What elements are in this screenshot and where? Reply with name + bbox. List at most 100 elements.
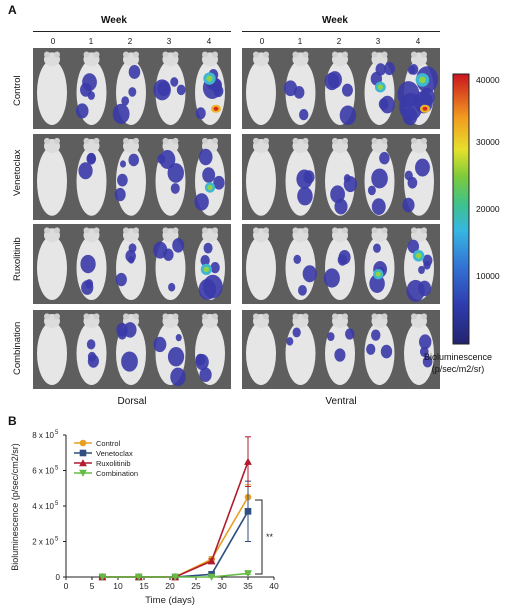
signal-blob [418,265,425,275]
y-tick-exponent: 5 [55,430,59,436]
mouse-image [323,227,355,300]
data-point-venetoclax [244,508,252,515]
signal-blob [86,339,96,350]
legend-marker-combination [79,469,87,477]
x-tick-label: 0 [64,581,69,591]
mouse-image [404,313,434,386]
week-heading-dorsal: Week [101,15,127,26]
signal-blob [86,152,97,165]
legend-label-venetoclax: Venetoclax [96,449,133,458]
signal-blob [157,81,170,97]
data-point-combination [207,573,216,581]
signal-blob [203,242,213,254]
mouse-image [195,51,225,125]
signal-blob [286,337,294,346]
mouse-image [285,137,316,216]
signal-blob [175,334,182,342]
signal-hotspot [375,271,381,277]
significance-bracket [255,499,263,575]
signal-blob [371,168,388,189]
mouse-image [76,313,107,386]
view-label-ventral: Ventral [325,396,357,407]
signal-blob [345,328,355,340]
mouse-image [284,51,316,125]
signal-blob [153,336,167,353]
colorbar-title: Bioluminescence (p/sec/m2/sr) [398,351,518,375]
signal-blob [85,279,94,289]
signal-blob [202,167,216,183]
signal-blob [194,193,209,211]
week-number-ventral: 0 [259,37,265,46]
imaging-block-combination-ventral [242,310,440,389]
data-point-combination [134,573,143,581]
week-number-dorsal: 2 [127,37,133,46]
signal-blob [299,109,309,121]
line-chart: 02 x 10 54 x 10 56 x 10 58 x 10 5 0 5 10 15 20 25… [10,430,279,606]
signal-blob [80,254,96,274]
signal-blob [120,160,127,168]
colorbar-tick: 10000 [476,271,500,281]
signal-blob [75,103,89,119]
imaging-block-control-ventral [242,48,440,129]
panel-b-label: B [8,414,17,428]
signal-blob [170,367,186,387]
signal-blob [293,86,305,99]
mouse-image [116,313,146,386]
mouse-image [325,137,358,216]
mouse-image [324,51,357,126]
signal-blob [157,154,166,164]
signal-blob [323,268,340,288]
y-tick-label: 6 x 10 [32,467,54,476]
signal-hotspot [415,252,422,259]
mouse-image [364,137,395,216]
y-tick-label: 2 x 10 [32,538,54,547]
week-divider-ventral [242,31,440,32]
mouse-image [195,313,225,386]
imaging-block-ruxolitinib-dorsal [33,224,231,304]
signal-blob [210,262,220,274]
week-number-dorsal: 3 [166,37,172,46]
week-number-dorsal: 0 [50,37,56,46]
signal-blob [117,328,127,340]
mouse-image [364,313,395,386]
view-label-dorsal: Dorsal [117,396,147,407]
x-tick-label: 35 [243,581,253,591]
x-tick-label: 5 [90,581,95,591]
signal-blob [419,346,429,357]
signal-blob [422,254,433,267]
mouse-image [37,227,67,300]
signal-blob [292,327,301,338]
signal-blob [341,83,353,97]
imaging-block-combination-dorsal [33,310,231,389]
mouse-image [246,227,276,300]
signal-blob [330,185,345,204]
signal-blob [406,279,425,302]
row-label-combination: Combination [12,321,23,375]
signal-blob [334,348,346,362]
signal-hotspot [422,106,428,111]
mouse-image [153,227,186,300]
y-tick-exponent: 5 [55,537,59,543]
row-label-control: Control [12,75,23,106]
signal-blob [87,354,99,368]
mouse-image [285,313,316,386]
signal-hotspot [377,84,384,90]
mouse-image [155,137,186,216]
signal-blob [371,198,386,215]
y-tick-exponent: 5 [55,501,59,507]
signal-blob [167,347,185,367]
mouse-image [364,51,395,125]
mouse-image [76,137,107,216]
signal-blob [397,81,420,108]
mouse-image [246,51,276,125]
signal-blob [176,84,186,96]
colorbar-title-line1: Bioluminescence [423,352,493,362]
mouse-image [115,227,146,300]
signal-blob [128,153,139,167]
signal-blob [327,332,335,342]
row-label-ruxolitinib: Ruxolitinib [12,237,23,281]
colorbar-title-line2: (p/sec/m2/sr) [431,364,485,374]
data-point-combination [244,570,252,578]
series-line-control [102,496,249,578]
x-tick-label: 20 [165,581,175,591]
